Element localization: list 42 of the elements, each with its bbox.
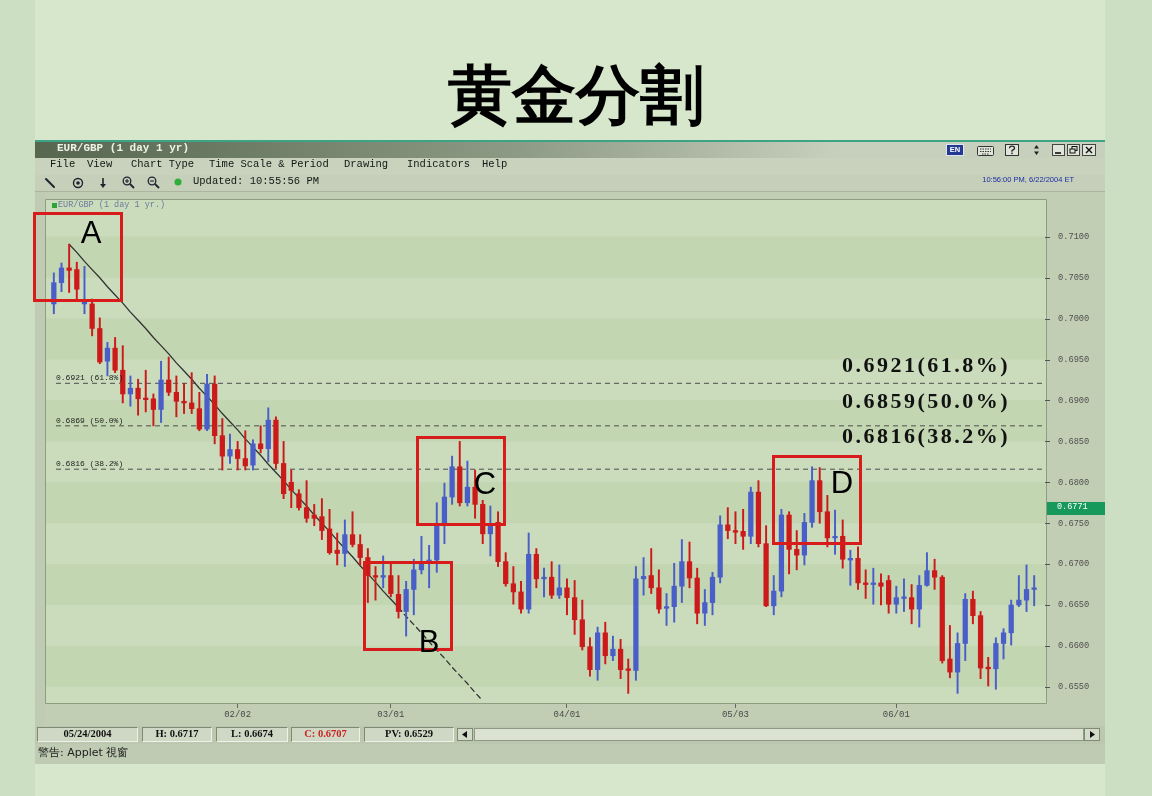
y-tick-label: 0.6950 bbox=[1058, 354, 1090, 365]
status-field: C: 0.6707 bbox=[291, 727, 360, 742]
text: 0.6771 bbox=[1047, 502, 1105, 515]
text: Chart Type bbox=[131, 158, 195, 172]
text: File bbox=[50, 158, 76, 172]
y-tick-label: 0.6700 bbox=[1058, 559, 1090, 570]
x-tick-label: 04/01 bbox=[553, 709, 581, 720]
ref-line-label: 0.6869 (50.0%) bbox=[56, 415, 124, 425]
x-tick-label: 03/01 bbox=[377, 709, 405, 720]
y-tick-label: 0.6550 bbox=[1058, 682, 1090, 693]
y-tick-label: 0.6750 bbox=[1058, 518, 1090, 529]
x-tick-label: 02/02 bbox=[224, 709, 252, 720]
text: 警告: Applet 視窗 bbox=[38, 745, 129, 761]
y-tick-label: 0.6650 bbox=[1058, 600, 1090, 611]
text: Drawing bbox=[344, 158, 389, 172]
annotation: 0.6859(50.0%) bbox=[842, 388, 1011, 413]
text: EUR/GBP (1 day 1 yr) bbox=[57, 142, 190, 156]
status-field: PV: 0.6529 bbox=[364, 727, 454, 742]
status-field: L: 0.6674 bbox=[216, 727, 288, 742]
y-tick-label: 0.7000 bbox=[1058, 313, 1090, 324]
annotation: 0.6921(61.8%) bbox=[842, 352, 1011, 377]
text: Updated: 10:55:56 PM bbox=[193, 175, 320, 189]
chart-title: 黄金分割 bbox=[447, 57, 705, 134]
text: Indicators bbox=[407, 158, 471, 172]
annotation: D bbox=[830, 464, 854, 500]
y-tick-label: 0.6800 bbox=[1058, 477, 1090, 488]
ref-line-label: 0.6816 (38.2%) bbox=[56, 459, 124, 469]
annotation: 0.6816(38.2%) bbox=[842, 423, 1011, 448]
y-tick-label: 0.6900 bbox=[1058, 395, 1090, 406]
text: Help bbox=[482, 158, 508, 172]
x-tick-label: 06/01 bbox=[882, 709, 910, 720]
y-tick-label: 0.7100 bbox=[1058, 232, 1090, 243]
annotation: A bbox=[80, 214, 102, 250]
x-tick-label: 05/03 bbox=[721, 709, 749, 720]
status-field: H: 0.6717 bbox=[142, 727, 212, 742]
annotation: EUR/GBP (1 day 1 yr.) bbox=[58, 200, 166, 210]
y-tick-label: 0.6850 bbox=[1058, 436, 1090, 447]
status-field: 05/24/2004 bbox=[37, 727, 138, 742]
text: View bbox=[87, 158, 113, 172]
text: Time Scale & Period bbox=[209, 158, 329, 172]
y-tick-label: 0.6600 bbox=[1058, 641, 1090, 652]
y-tick-label: 0.7050 bbox=[1058, 273, 1090, 284]
